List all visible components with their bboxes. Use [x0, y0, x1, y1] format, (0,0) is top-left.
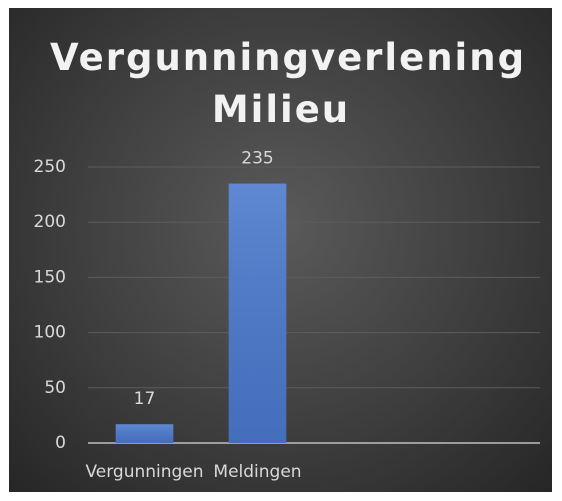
y-tick-label: 150 [34, 267, 66, 287]
data-label: 17 [134, 389, 156, 409]
y-tick-label: 250 [34, 157, 66, 177]
y-tick-label: 50 [44, 378, 66, 398]
x-tick-label: Vergunningen [85, 462, 203, 482]
x-tick-label: Meldingen [213, 462, 301, 482]
y-tick-label: 100 [34, 323, 66, 343]
chart-title: Vergunningverlening Milieu [50, 36, 527, 131]
y-tick-label: 200 [34, 212, 66, 232]
data-label: 235 [241, 149, 273, 169]
bar-shade [228, 183, 287, 443]
y-tick-label: 0 [55, 433, 66, 453]
bar-shade [115, 424, 174, 443]
